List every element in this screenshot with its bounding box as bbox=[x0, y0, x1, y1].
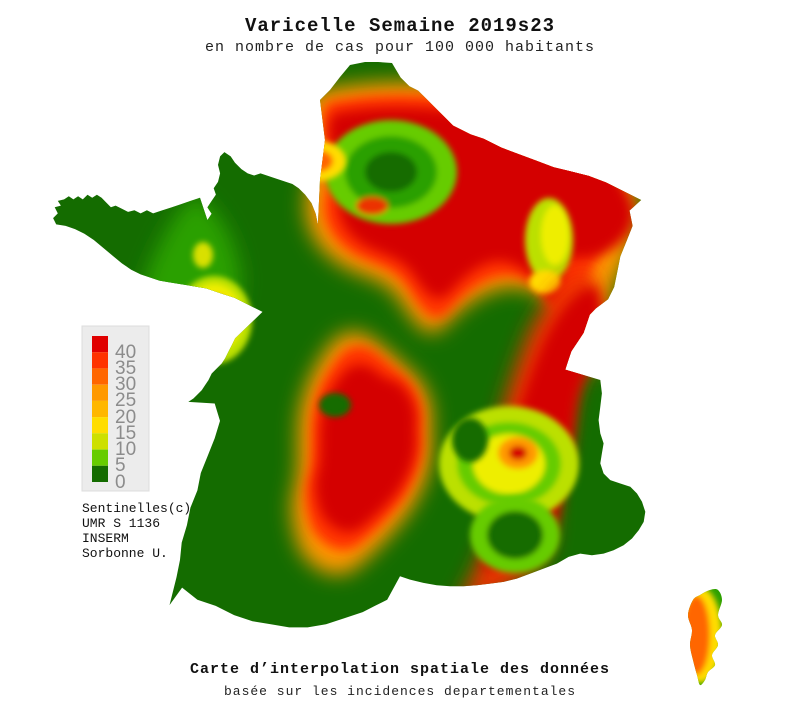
svg-text:0: 0 bbox=[115, 472, 126, 493]
